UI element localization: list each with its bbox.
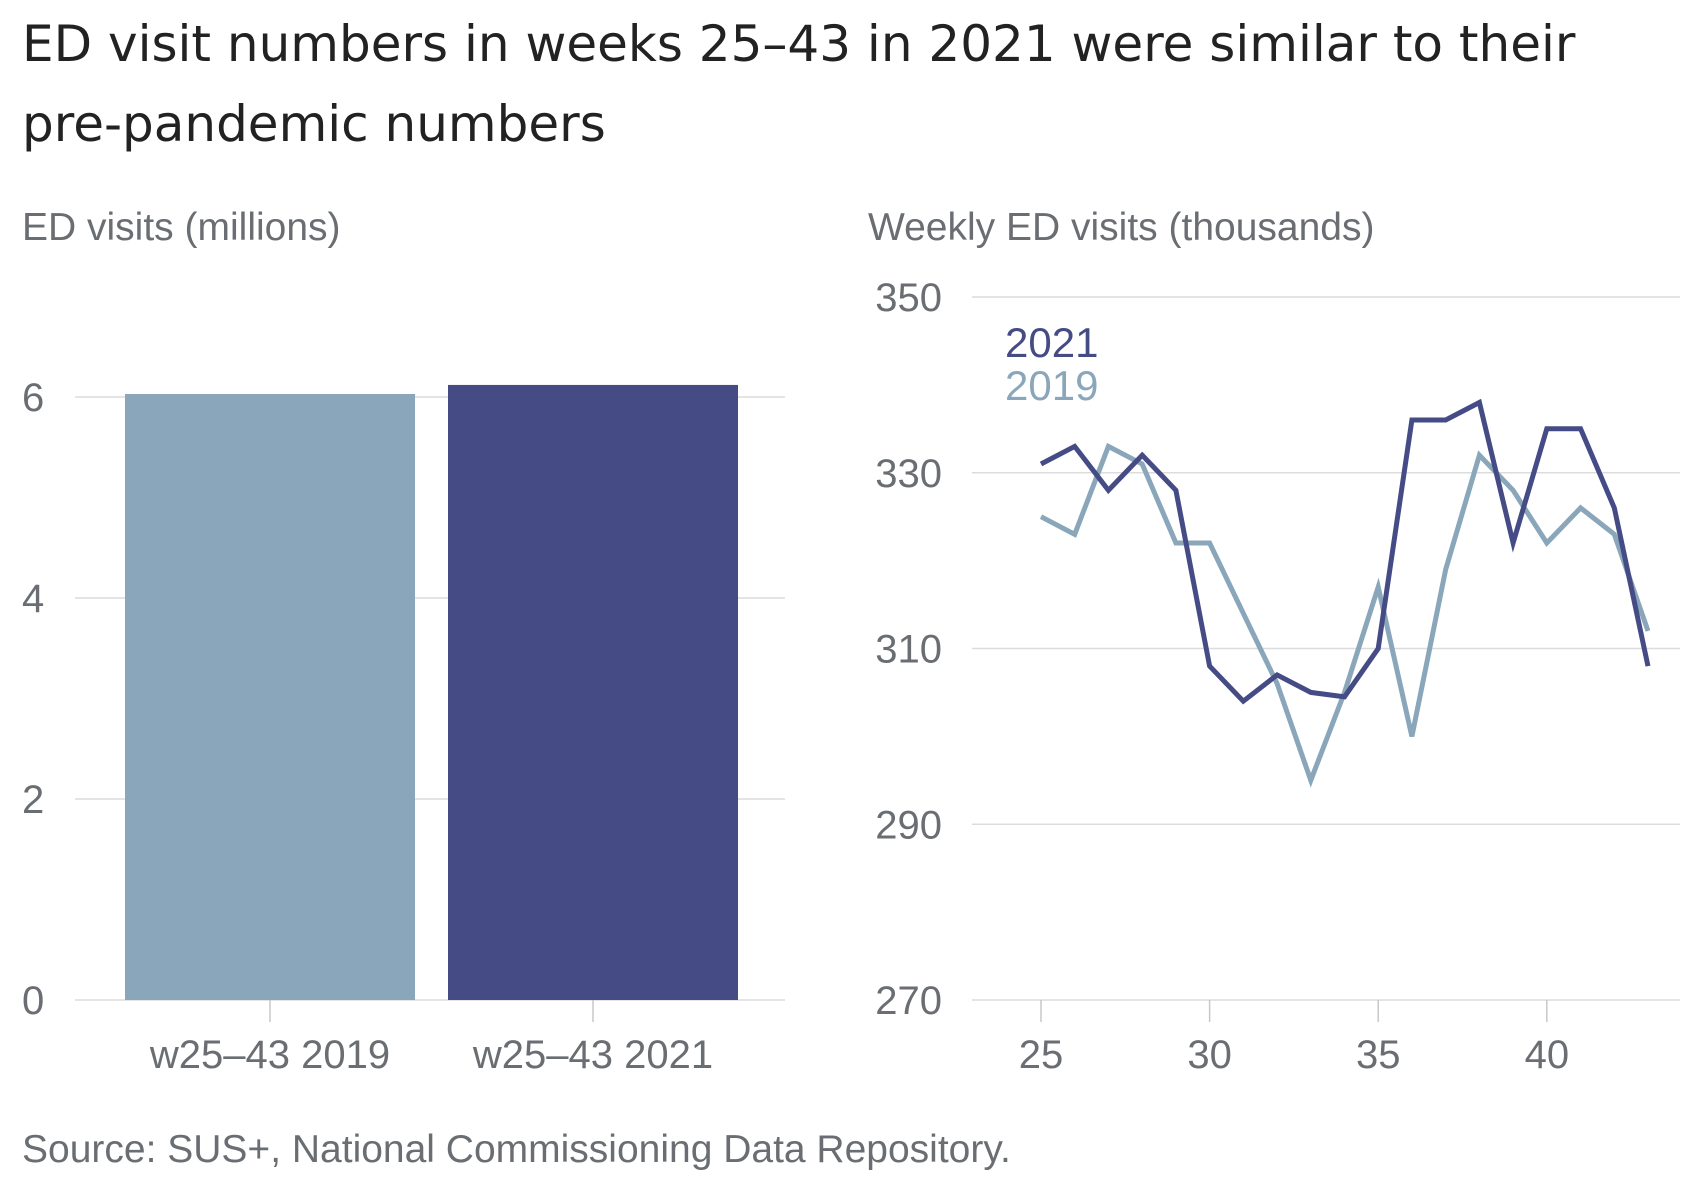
line-ytick-label: 330 bbox=[875, 452, 942, 496]
bar-ytick-label: 6 bbox=[22, 376, 44, 420]
chart-title: ED visit numbers in weeks 25–43 in 2021 … bbox=[22, 15, 1576, 153]
bar bbox=[125, 393, 415, 1000]
bar-ytick-label: 2 bbox=[22, 778, 44, 822]
bar-xtick-label: w25–43 2019 bbox=[149, 1033, 390, 1077]
bar bbox=[448, 384, 738, 1000]
line-ytick-label: 290 bbox=[875, 803, 942, 847]
series-line-2019 bbox=[1039, 442, 1651, 788]
legend-label-2019: 2019 bbox=[1005, 362, 1098, 409]
line-xtick-label: 35 bbox=[1356, 1033, 1401, 1077]
bar-chart: 0 2 4 6 w25–43 2019 w25–43 2021 bbox=[22, 376, 785, 1077]
line-xtick-label: 40 bbox=[1525, 1033, 1570, 1077]
line-chart-ylabel: Weekly ED visits (thousands) bbox=[868, 206, 1375, 249]
bar-xtick-label: w25–43 2021 bbox=[472, 1033, 713, 1077]
series-line-2021 bbox=[1039, 398, 1651, 705]
bar-ytick-label: 4 bbox=[22, 577, 44, 621]
line-ytick-label: 270 bbox=[875, 979, 942, 1023]
line-ytick-label: 350 bbox=[875, 276, 942, 320]
line-ytick-label: 310 bbox=[875, 628, 942, 672]
legend-label-2021: 2021 bbox=[1005, 319, 1098, 366]
line-xtick-label: 30 bbox=[1187, 1033, 1232, 1077]
bar-chart-ylabel: ED visits (millions) bbox=[22, 206, 341, 249]
source-note: Source: SUS+, National Commissioning Dat… bbox=[22, 1128, 1011, 1171]
bar-ytick-label: 0 bbox=[22, 979, 44, 1023]
line-xtick-label: 25 bbox=[1019, 1033, 1064, 1077]
